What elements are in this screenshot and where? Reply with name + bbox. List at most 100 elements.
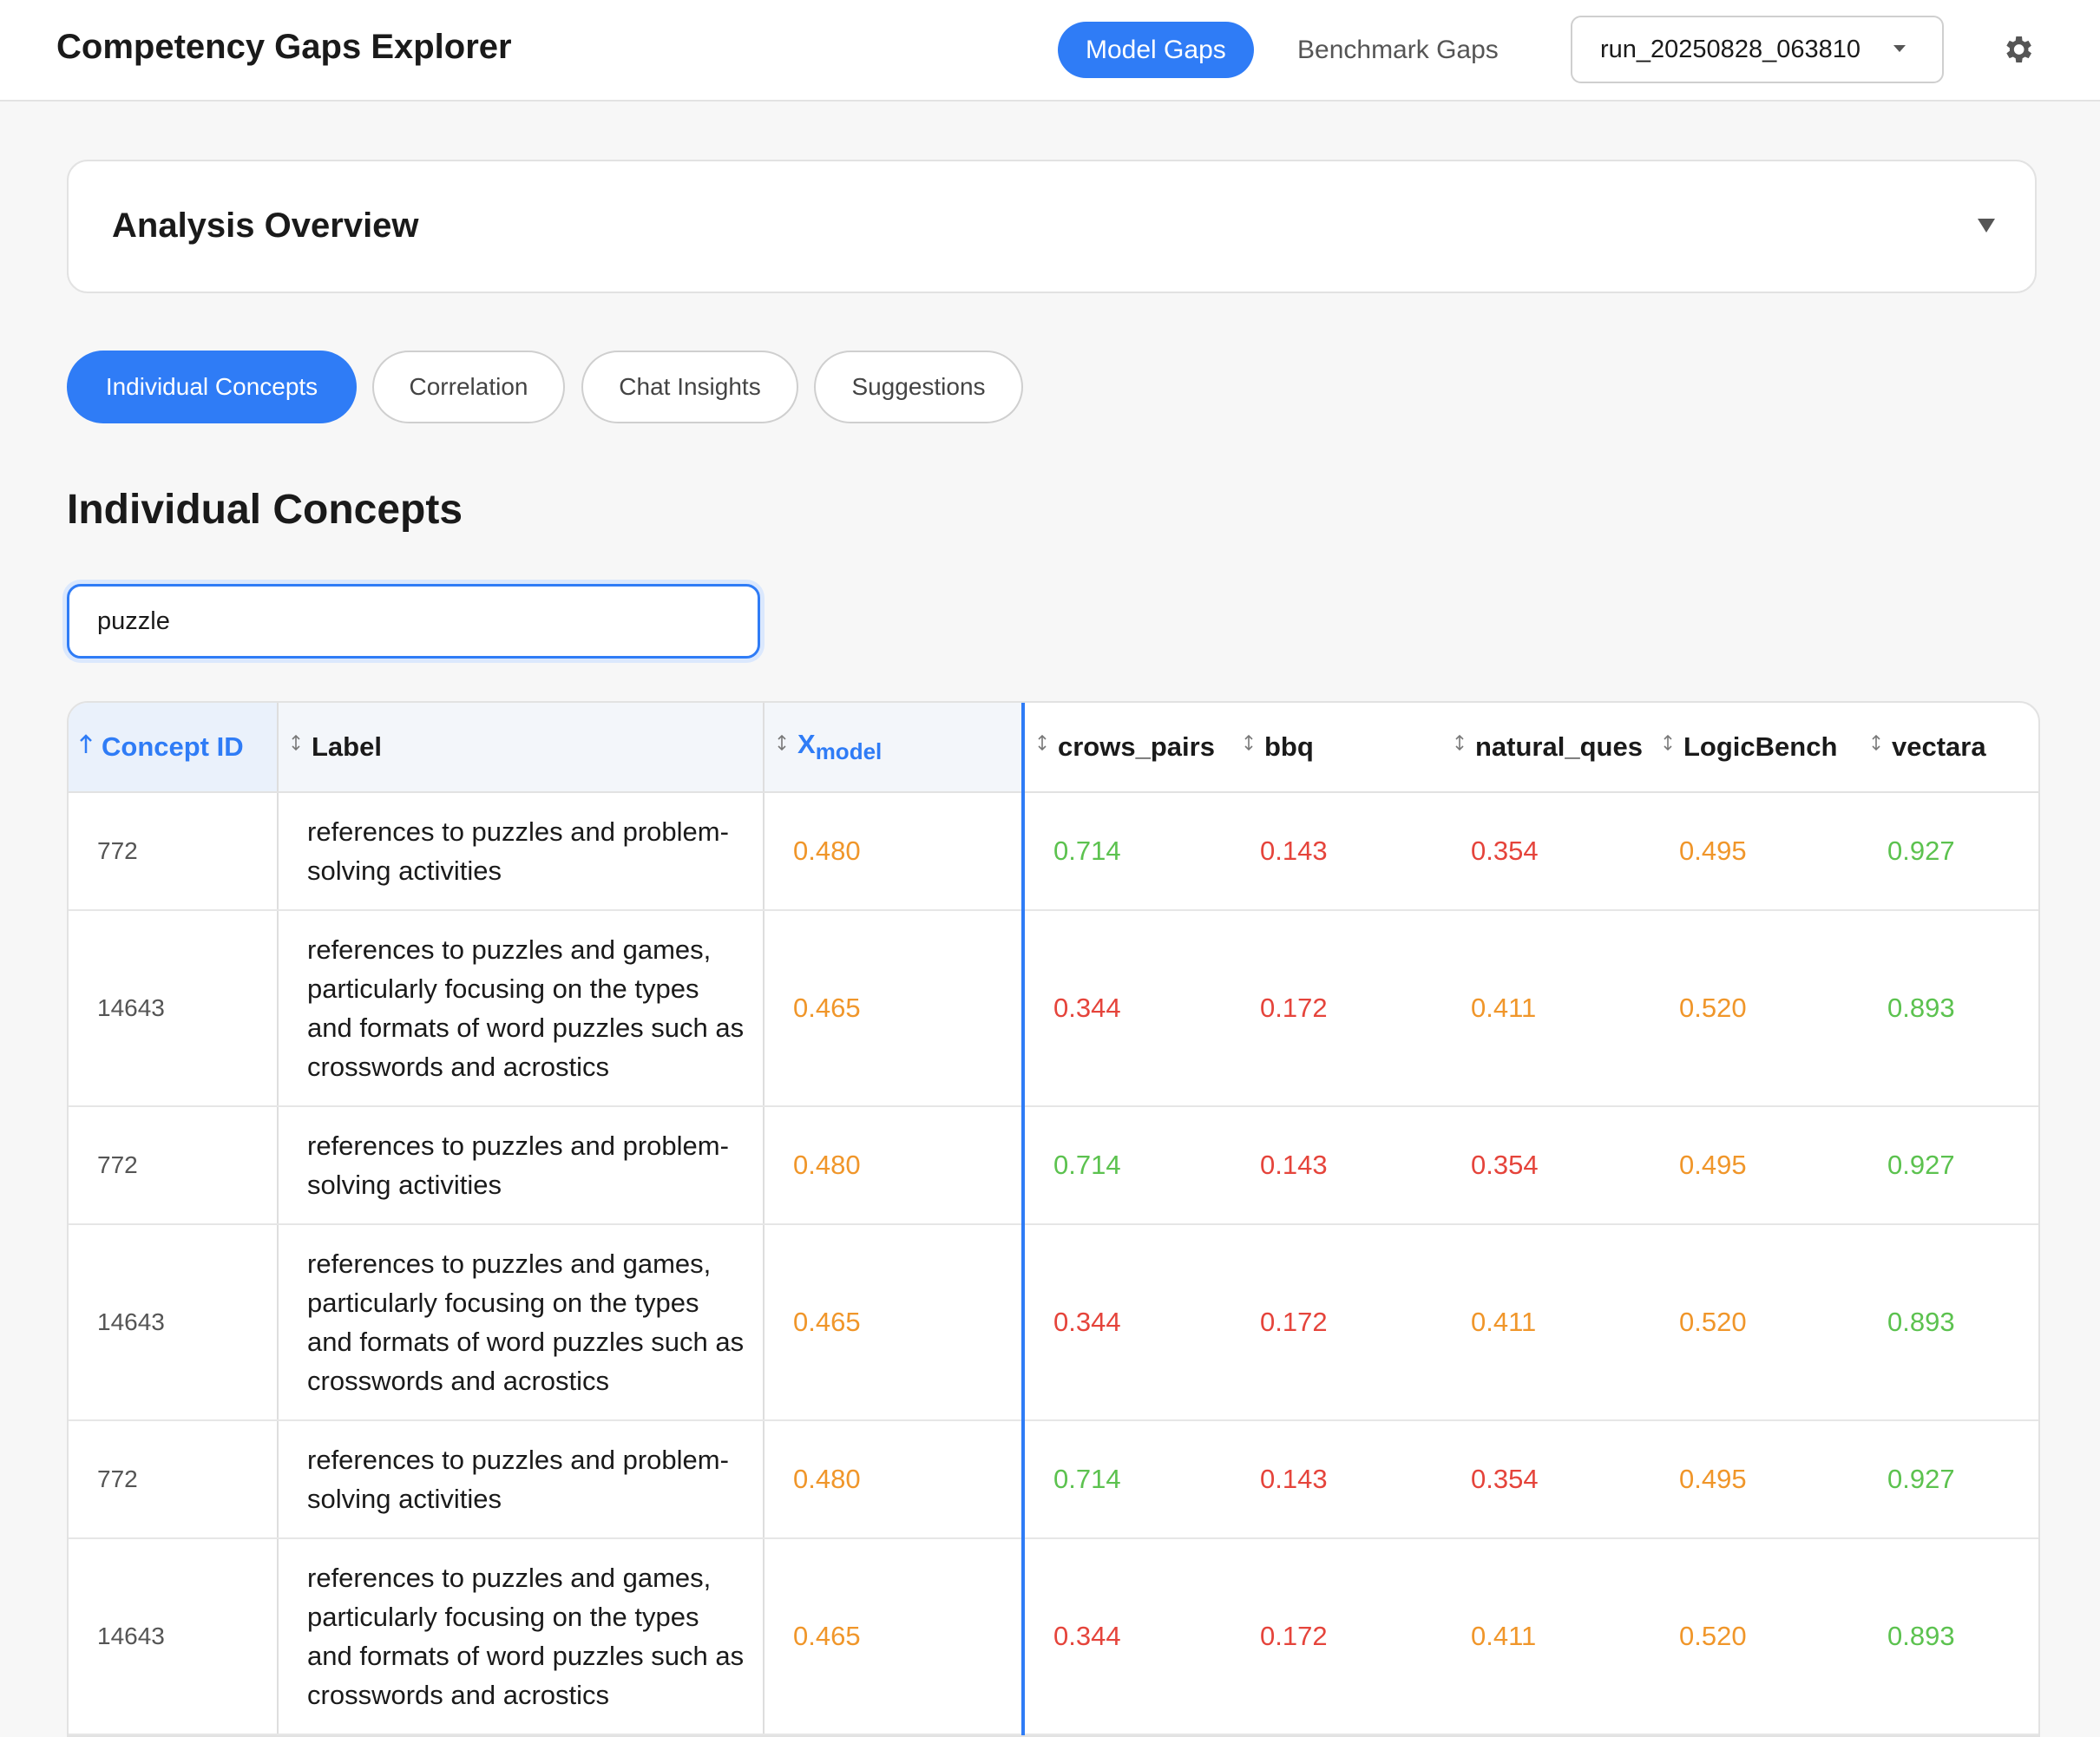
concept-id: 772	[69, 1420, 279, 1539]
table-row[interactable]: 772 references to puzzles and problem-sol…	[69, 1106, 2038, 1225]
column-header[interactable]: crows_pairs	[1021, 703, 1231, 793]
score: 0.354	[1442, 1106, 1650, 1225]
score: 0.927	[1859, 792, 2038, 911]
top-bar: Competency Gaps Explorer Model Gaps Benc…	[0, 0, 2100, 102]
table: Concept ID Label Xmodel crows_pairs bbq natur…	[67, 701, 2040, 1737]
app-title: Competency Gaps Explorer	[56, 28, 512, 66]
column-header[interactable]: Label	[278, 703, 765, 793]
score: 0.411	[1442, 910, 1650, 1107]
column-title: natural_ques	[1475, 731, 1643, 762]
column-header[interactable]: natural_ques	[1442, 703, 1650, 793]
score: 0.344	[1021, 1224, 1231, 1421]
score: 0.354	[1442, 1420, 1650, 1539]
tab[interactable]: Suggestions	[814, 351, 1023, 423]
concept-label: references to puzzles and problem-solvin…	[278, 1420, 765, 1539]
sort-icon	[1244, 734, 1253, 751]
concept-label: references to puzzles and games, particu…	[278, 1224, 765, 1421]
score: 0.520	[1650, 1224, 1859, 1421]
column-header[interactable]: vectara	[1859, 703, 2038, 793]
score: 0.465	[764, 1224, 1023, 1421]
score: 0.411	[1442, 1538, 1650, 1735]
table-row[interactable]: 14643 references to puzzles and games, pa…	[69, 910, 2038, 1107]
sort-icon	[1872, 734, 1880, 751]
column-header[interactable]: Xmodel	[764, 703, 1024, 793]
column-title: X	[797, 728, 816, 759]
score: 0.143	[1231, 1420, 1442, 1539]
sort-icon	[1455, 734, 1464, 751]
score: 0.714	[1021, 1106, 1231, 1225]
score: 0.927	[1859, 1106, 2038, 1225]
score: 0.172	[1231, 910, 1442, 1107]
score: 0.495	[1650, 1420, 1859, 1539]
expand-icon	[1978, 219, 1995, 233]
sort-icon	[1038, 734, 1047, 751]
table-row[interactable]: 14643 references to puzzles and games, pa…	[69, 1538, 2038, 1735]
score: 0.520	[1650, 1538, 1859, 1735]
column-header[interactable]: LogicBench	[1650, 703, 1859, 793]
score: 0.480	[764, 1106, 1023, 1225]
score: 0.480	[764, 1420, 1023, 1539]
score: 0.495	[1650, 792, 1859, 911]
concept-id: 14643	[69, 1224, 279, 1421]
table-row[interactable]: 772 references to puzzles and problem-sol…	[69, 792, 2038, 911]
column-header[interactable]: bbq	[1231, 703, 1442, 793]
score: 0.143	[1231, 1106, 1442, 1225]
table-row[interactable]: 772 references to puzzles and problem-sol…	[69, 1420, 2038, 1539]
score: 0.344	[1021, 1538, 1231, 1735]
column-title: Concept ID	[102, 731, 244, 762]
column-title: LogicBench	[1683, 731, 1838, 762]
score: 0.344	[1021, 910, 1231, 1107]
section-title: Individual Concepts	[67, 487, 463, 533]
score: 0.927	[1859, 1420, 2038, 1539]
concept-label: references to puzzles and games, particu…	[278, 1538, 765, 1735]
column-header[interactable]: Concept ID	[69, 703, 279, 793]
sort-icon	[292, 734, 300, 751]
score: 0.893	[1859, 910, 2038, 1107]
tab[interactable]: Individual Concepts	[67, 351, 357, 423]
concept-id: 772	[69, 1106, 279, 1225]
score: 0.714	[1021, 792, 1231, 911]
search-input[interactable]: puzzle	[67, 584, 760, 659]
score: 0.411	[1442, 1224, 1650, 1421]
score: 0.143	[1231, 792, 1442, 911]
column-title: crows_pairs	[1058, 731, 1215, 762]
score: 0.893	[1859, 1538, 2038, 1735]
column-title: vectara	[1892, 731, 1986, 762]
nav-tab[interactable]: Benchmark Gaps	[1297, 36, 1499, 64]
score: 0.480	[764, 792, 1023, 911]
nav-tab[interactable]: Model Gaps	[1058, 22, 1254, 78]
score: 0.893	[1859, 1224, 2038, 1421]
overview-card[interactable]: Analysis Overview	[67, 160, 2037, 293]
run-select[interactable]: run_20250828_063810	[1571, 16, 1944, 83]
concept-label: references to puzzles and problem-solvin…	[278, 1106, 765, 1225]
score: 0.714	[1021, 1420, 1231, 1539]
score: 0.495	[1650, 1106, 1859, 1225]
sort-icon	[778, 734, 786, 751]
concept-id: 14643	[69, 910, 279, 1107]
column-title: bbq	[1264, 731, 1314, 762]
settings-icon[interactable]	[2000, 32, 2035, 67]
table-body: 772 references to puzzles and problem-sol…	[69, 792, 2038, 1735]
card-title: Analysis Overview	[112, 206, 419, 245]
score: 0.354	[1442, 792, 1650, 911]
sort-icon	[1664, 734, 1672, 751]
dropdown-icon	[1893, 45, 1906, 52]
score: 0.520	[1650, 910, 1859, 1107]
score: 0.172	[1231, 1224, 1442, 1421]
score: 0.172	[1231, 1538, 1442, 1735]
tab[interactable]: Correlation	[372, 351, 565, 423]
header-row: Concept ID Label Xmodel crows_pairs bbq natur…	[69, 703, 2038, 793]
concept-label: references to puzzles and problem-solvin…	[278, 792, 765, 911]
run-value: run_20250828_063810	[1600, 36, 1860, 63]
column-subscript: model	[815, 738, 883, 765]
score: 0.465	[764, 1538, 1023, 1735]
tab[interactable]: Chat Insights	[581, 351, 798, 423]
column-title: Label	[312, 731, 382, 762]
concept-label: references to puzzles and games, particu…	[278, 910, 765, 1107]
table-row[interactable]: 14643 references to puzzles and games, pa…	[69, 1224, 2038, 1421]
score: 0.465	[764, 910, 1023, 1107]
concept-table: Concept ID Label Xmodel crows_pairs bbq natur…	[69, 703, 2038, 1735]
concept-id: 772	[69, 792, 279, 911]
concept-id: 14643	[69, 1538, 279, 1735]
